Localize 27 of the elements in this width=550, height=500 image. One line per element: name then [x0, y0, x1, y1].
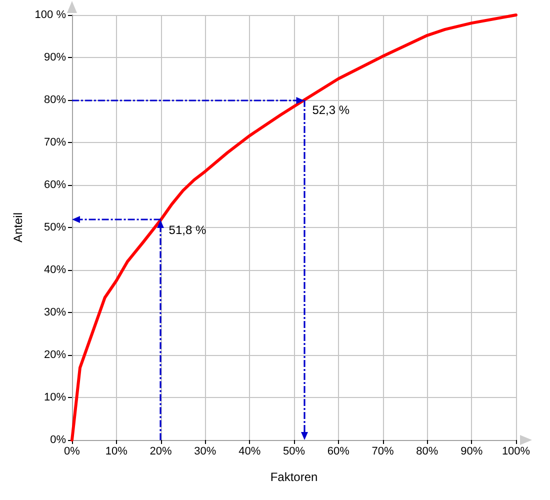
y-tick-label: 30%	[44, 306, 66, 318]
line-series	[70, 14, 518, 442]
annotation: 52,3 %	[312, 103, 350, 117]
y-axis-title: Anteil	[10, 212, 25, 243]
x-tick-label: 30%	[194, 446, 216, 458]
x-tick-label: 40%	[238, 446, 261, 458]
y-tick-label: 20%	[44, 349, 66, 361]
x-tick-label: 80%	[416, 446, 438, 458]
y-tick-label: 100 %	[34, 9, 66, 21]
y-tick-label: 10%	[44, 392, 66, 404]
y-tick-label: 80%	[44, 94, 66, 106]
x-tick-label: 100%	[502, 446, 530, 458]
x-tick-label: 90%	[460, 446, 483, 458]
x-tick-label: 70%	[372, 446, 394, 458]
x-tick-label: 10%	[105, 446, 128, 458]
y-tick-label: 90%	[44, 52, 66, 64]
x-tick-label: 20%	[150, 446, 172, 458]
y-tick-label: 70%	[44, 136, 66, 148]
y-tick-label: 40%	[44, 264, 66, 276]
x-tick-label: 0%	[64, 446, 80, 458]
x-axis-title: Faktoren	[270, 470, 318, 484]
annotation: 51,8 %	[168, 222, 206, 237]
x-tick-label: 60%	[327, 446, 350, 458]
y-tick-label: 50%	[44, 222, 66, 234]
x-tick-label: 50%	[282, 446, 306, 458]
y-tick-label: 60%	[44, 179, 66, 191]
y-tick-label: 0%	[50, 434, 66, 446]
